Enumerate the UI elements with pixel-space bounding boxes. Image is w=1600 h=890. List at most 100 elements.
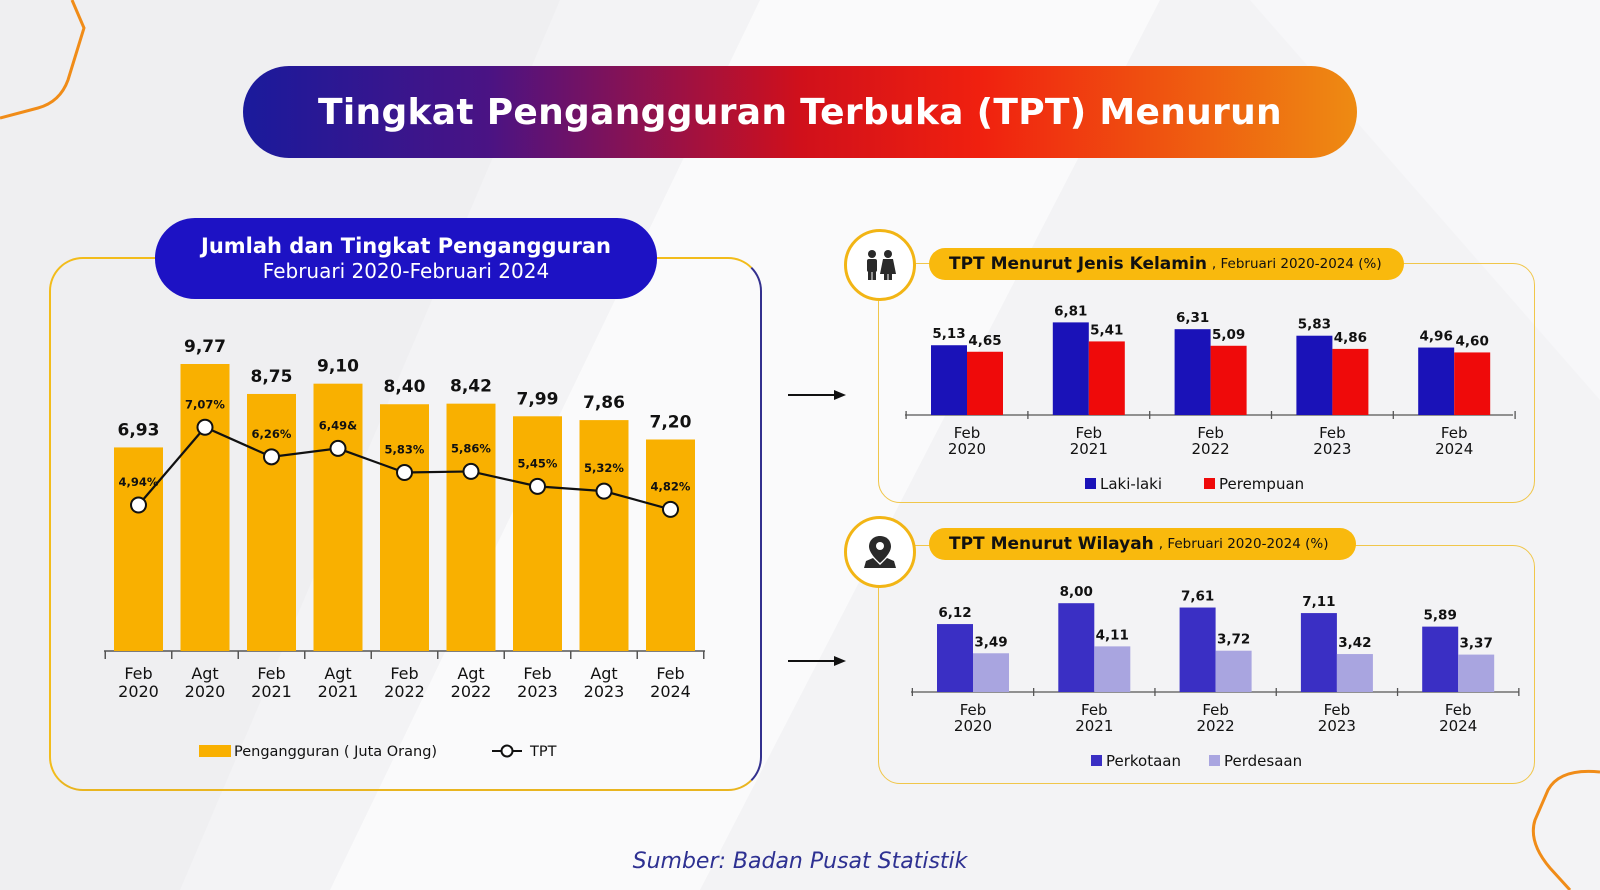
legend-label-perempuan: Perempuan [1219,475,1304,493]
bar-perempuan [1454,352,1491,415]
bar-value-label: 6,81 [1054,303,1087,319]
x-tick-label: Feb [257,664,285,683]
page-title: Tingkat Pengangguran Terbuka (TPT) Menur… [318,91,1282,133]
bar-pengangguran [513,416,562,651]
bar-pengangguran [313,383,363,651]
arrow-right-icon [788,390,846,400]
x-tick-label: 2022 [384,682,425,701]
x-tick-label: 2020 [954,717,992,735]
tpt-point [462,462,480,480]
unemployment-chart-subtitle: Februari 2020-Februari 2024 [262,259,550,283]
tpt-point [196,418,214,436]
bar-pengangguran [114,447,163,651]
unemployment-chart-title: Jumlah dan Tingkat Pengangguran [201,234,611,258]
corner-line-bottom-right [1531,769,1600,890]
x-tick-label: Feb [124,664,152,683]
gender-chart-subtitle: , Februari 2020-2024 (%) [1211,256,1382,272]
gender-chart-title: TPT Menurut Jenis Kelamin [949,254,1207,274]
source-note: Sumber: Badan Pusat Statistik [632,849,968,874]
bar-value-label: 4,11 [1096,627,1129,643]
x-tick-label: Agt [324,664,351,683]
bar-laki-laki [931,345,967,415]
x-tick-label: Feb [960,701,987,719]
corner-line-top-left [0,0,86,120]
bar-laki-laki [1052,322,1089,415]
bar-laki-laki [1296,335,1333,415]
unemployment-title-pill: Jumlah dan Tingkat Pengangguran Februari… [155,218,657,299]
people-icon [867,250,896,280]
bar-value-label: 6,12 [938,605,971,621]
bar-value-label: 4,86 [1334,330,1367,346]
x-tick-label: Feb [1445,701,1472,719]
x-tick-label: 2021 [1070,440,1108,458]
bar-perkotaan [1179,607,1216,692]
bar-value-label: 5,41 [1090,322,1123,338]
x-tick-label: 2020 [948,440,986,458]
bar-value-label: 5,09 [1212,327,1245,343]
bar-value-label: 7,20 [650,412,692,432]
x-tick-label: 2023 [1318,717,1356,735]
arrow-right-icon [788,656,846,666]
tpt-value-label: 6,26% [252,427,292,441]
x-tick-label: Agt [590,664,617,683]
bar-value-label: 8,75 [251,367,293,387]
bar-value-label: 7,99 [517,389,559,409]
bar-perdesaan [1458,654,1495,692]
x-tick-label: 2021 [251,682,292,701]
tpt-value-label: 7,07% [185,397,225,411]
legend-label-pengangguran: Pengangguran ( Juta Orang) [234,744,437,760]
bar-pengangguran [646,439,695,651]
bar-pengangguran [579,420,629,651]
x-tick-label: Feb [656,664,684,683]
x-tick-label: Feb [1441,424,1468,442]
x-tick-label: Feb [1324,701,1351,719]
x-tick-label: 2024 [1439,717,1477,735]
tpt-point [263,448,280,466]
x-tick-label: 2021 [1075,717,1113,735]
bar-value-label: 5,83 [1298,317,1331,333]
x-tick-label: 2022 [451,682,492,701]
bar-perempuan [1332,348,1369,415]
bar-value-label: 9,77 [184,337,226,357]
legend-label-laki-laki: Laki-laki [1100,475,1162,493]
x-tick-label: 2020 [185,682,226,701]
bar-perkotaan [1300,613,1337,692]
location-pin-icon [864,536,896,568]
legend-label-tpt: TPT [529,744,557,760]
x-tick-label: Agt [191,664,218,683]
bar-laki-laki [1174,329,1211,415]
bar-perkotaan [937,624,973,692]
tpt-value-label: 5,32% [584,461,624,475]
tpt-point [595,482,613,500]
legend-swatch-laki-laki [1085,478,1096,489]
bar-value-label: 6,93 [118,420,160,440]
title-banner: Tingkat Pengangguran Terbuka (TPT) Menur… [243,66,1357,158]
bar-value-label: 7,61 [1181,589,1214,605]
bar-pengangguran [446,403,496,651]
tpt-value-label: 5,83% [385,443,425,457]
bar-value-label: 7,86 [583,393,625,413]
bar-perdesaan [1094,646,1131,692]
bar-value-label: 4,60 [1456,333,1489,349]
bar-value-label: 5,89 [1424,608,1457,624]
x-tick-label: Feb [523,664,551,683]
bar-pengangguran [380,404,429,651]
region-title-pill: TPT Menurut Wilayah, Februari 2020-2024 … [929,528,1356,560]
bar-value-label: 8,42 [450,377,492,397]
bar-value-label: 3,49 [974,634,1007,650]
gender-title-pill: TPT Menurut Jenis Kelamin, Februari 2020… [929,248,1404,280]
x-tick-label: Feb [1076,424,1103,442]
bar-perdesaan [973,653,1009,692]
bar-perempuan [967,351,1003,415]
tpt-point [329,439,347,457]
region-chart-title: TPT Menurut Wilayah [949,534,1154,554]
bar-value-label: 8,40 [384,377,426,397]
tpt-value-label: 5,45% [518,456,558,470]
tpt-point [396,464,413,482]
legend-swatch-perkotaan [1091,755,1102,766]
x-tick-label: 2024 [650,682,691,701]
legend-swatch-perdesaan [1209,755,1220,766]
x-tick-label: 2023 [584,682,625,701]
x-tick-label: 2023 [517,682,558,701]
